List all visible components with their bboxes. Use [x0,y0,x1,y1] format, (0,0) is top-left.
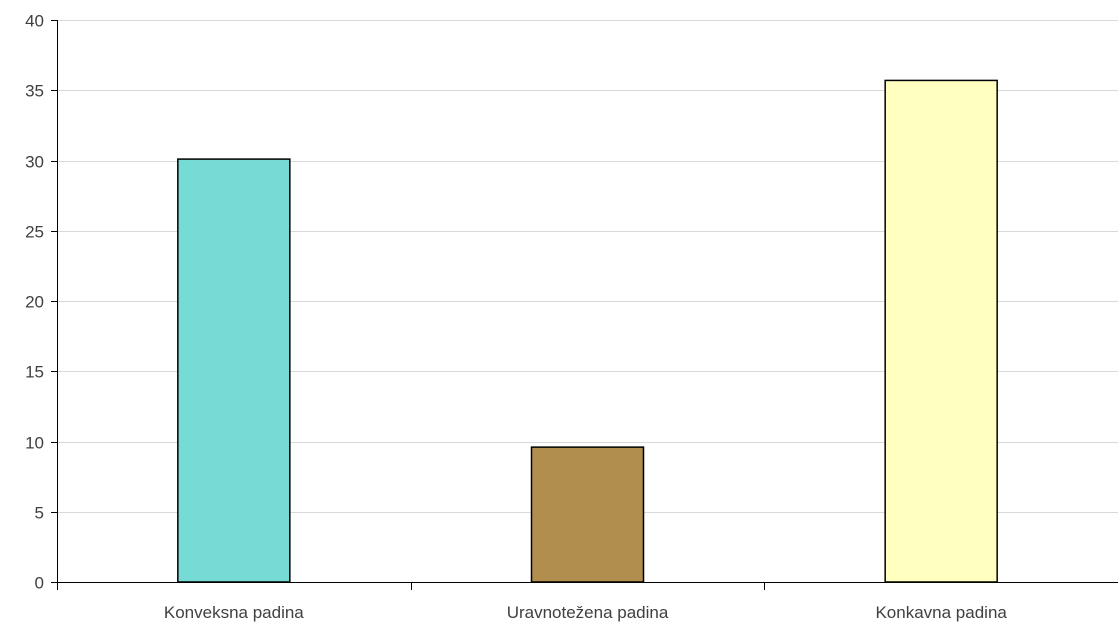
x-tick-labels: Konveksna padina Uravnotežena padina Konka… [164,603,1008,622]
y-tick-label: 30 [25,153,44,172]
y-tick-label: 15 [25,363,44,382]
bar [177,158,291,583]
y-tick-label: 5 [35,504,44,523]
x-tick-label: Konkavna padina [875,603,1007,622]
y-tick-label: 0 [35,574,44,593]
x-tick-label: Konveksna padina [164,603,304,622]
x-tick-label: Uravnotežena padina [507,603,669,622]
y-tick-label: 10 [25,434,44,453]
bar [884,79,998,583]
bar [530,446,645,583]
y-tick-labels: 0 5 10 15 20 25 30 35 40 [25,12,44,593]
y-tick-label: 40 [25,12,44,31]
y-tick-label: 20 [25,293,44,312]
y-tick-label: 25 [25,223,44,242]
bars [177,79,998,583]
axes [51,20,1118,590]
y-tick-label: 35 [25,82,44,101]
